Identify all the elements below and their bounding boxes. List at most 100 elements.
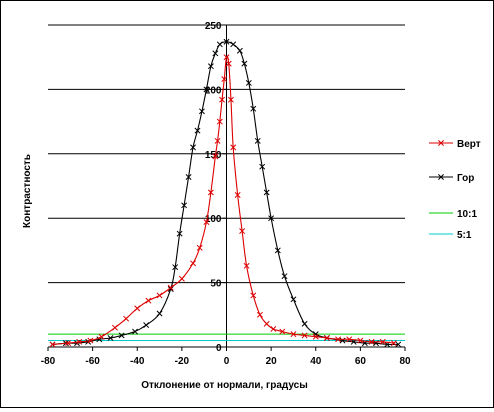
series-0-point-stroke [134,305,141,312]
series-0-point-stroke [223,54,230,61]
series-0-point [219,96,225,103]
series-0-point-stroke [346,336,353,343]
series-1-point [254,137,261,144]
series-0-point-stroke [49,341,56,348]
series-1-point [132,328,138,335]
y-tick-label: 50 [210,279,222,290]
series-1-point [281,273,288,280]
series-0-point [145,297,152,304]
series-1-point-stroke [312,331,319,338]
series-0-point-stroke [87,337,94,344]
series-0-point [207,189,214,196]
series-0-point [390,340,397,347]
series-0-point-stroke [219,96,225,103]
series-1-point-stroke [212,50,219,57]
series-1-point-stroke [132,328,138,335]
series-0-point [203,219,210,226]
series-0-point-stroke [234,192,241,198]
series-1-point [312,331,319,338]
series-0-point-stroke [207,189,214,196]
series-0-point-stroke [290,331,297,338]
series-0-point [290,331,297,338]
series-0-point-stroke [335,336,342,343]
series-1-point-stroke [203,86,210,93]
series-0-point [134,305,141,312]
series-1-point-stroke [107,335,114,341]
series-1-point-stroke [268,215,275,222]
series-0-point [357,337,364,344]
series-0-point [167,284,174,291]
axes [47,24,406,351]
series-1-point [181,202,188,209]
series-1-point [236,47,243,54]
series-0-point-stroke [145,297,152,304]
y-tick-label: 200 [205,85,222,96]
series-0-point [216,118,223,125]
series-0-point-stroke [257,311,263,318]
series-1-point [167,286,174,292]
series-1-point-stroke [216,41,223,48]
series-1-point-stroke [281,273,288,280]
series-0-point [65,340,72,347]
series-0-point-stroke [379,338,386,345]
series-0-point-stroke [323,335,330,341]
series-0-point [368,338,375,345]
series-0-point-stroke [230,144,237,151]
series-1-point [107,335,114,341]
series-0-point [223,54,230,61]
legend-marker-stroke [438,140,444,146]
series-0-point [346,336,353,343]
series-layer [48,38,405,348]
series-1-point-stroke [118,332,125,339]
series-1-point-stroke [395,341,402,348]
series-0-point-stroke [65,340,72,347]
series-0-point [196,244,203,251]
legend-marker-stroke [438,174,444,180]
series-1-point [241,60,248,67]
x-tick-label: 40 [310,356,322,367]
x-tick-label: 20 [266,356,278,367]
series-0-point-stroke [203,219,210,226]
series-0-point [156,292,163,299]
series-0-point-stroke [178,275,185,282]
series-1-point-stroke [143,322,150,329]
series-1-point-stroke [250,105,257,112]
series-0-point-stroke [368,338,375,345]
legend-item: 5:1 [429,230,472,241]
series-0-point [178,275,185,282]
series-0-point [212,153,219,160]
series-1-point-stroke [156,310,163,317]
series-0-point [98,333,105,340]
legend-label: Гор [457,173,474,184]
series-0-point-stroke [212,153,219,160]
series-1-point-stroke [194,127,201,134]
series-1-point [194,127,201,134]
series-0-point-stroke [225,60,232,67]
series-0-point [49,341,56,348]
series-1-point-stroke [185,174,192,180]
x-tick-label: -20 [175,356,190,367]
series-1-point [263,189,270,196]
y-tick-label: 0 [216,343,222,354]
series-0-point-stroke [196,244,203,251]
series-0-point [225,60,232,67]
series-1-point [143,322,150,329]
series-1-point-stroke [301,320,308,327]
x-tick-label: 80 [399,356,411,367]
legend-item: Верт [429,139,481,150]
series-0-point [87,337,94,344]
tick-labels: -80 -60 -40 -20 0 20 40 60 80 0 50 100 150 200 250 [41,21,411,367]
series-1-point [259,163,266,170]
series-0-point-stroke [263,320,270,327]
series-0-point-stroke [243,262,250,269]
x-tick-label: 60 [355,356,367,367]
series-1-point-stroke [176,230,183,237]
series-0-point-stroke [216,118,223,125]
series-1-point-stroke [230,41,237,48]
series-0-point-stroke [221,76,228,83]
series-1-line [52,41,399,346]
series-1-point [223,38,230,45]
series-0-point [312,333,319,340]
series-0-point-stroke [190,260,196,267]
